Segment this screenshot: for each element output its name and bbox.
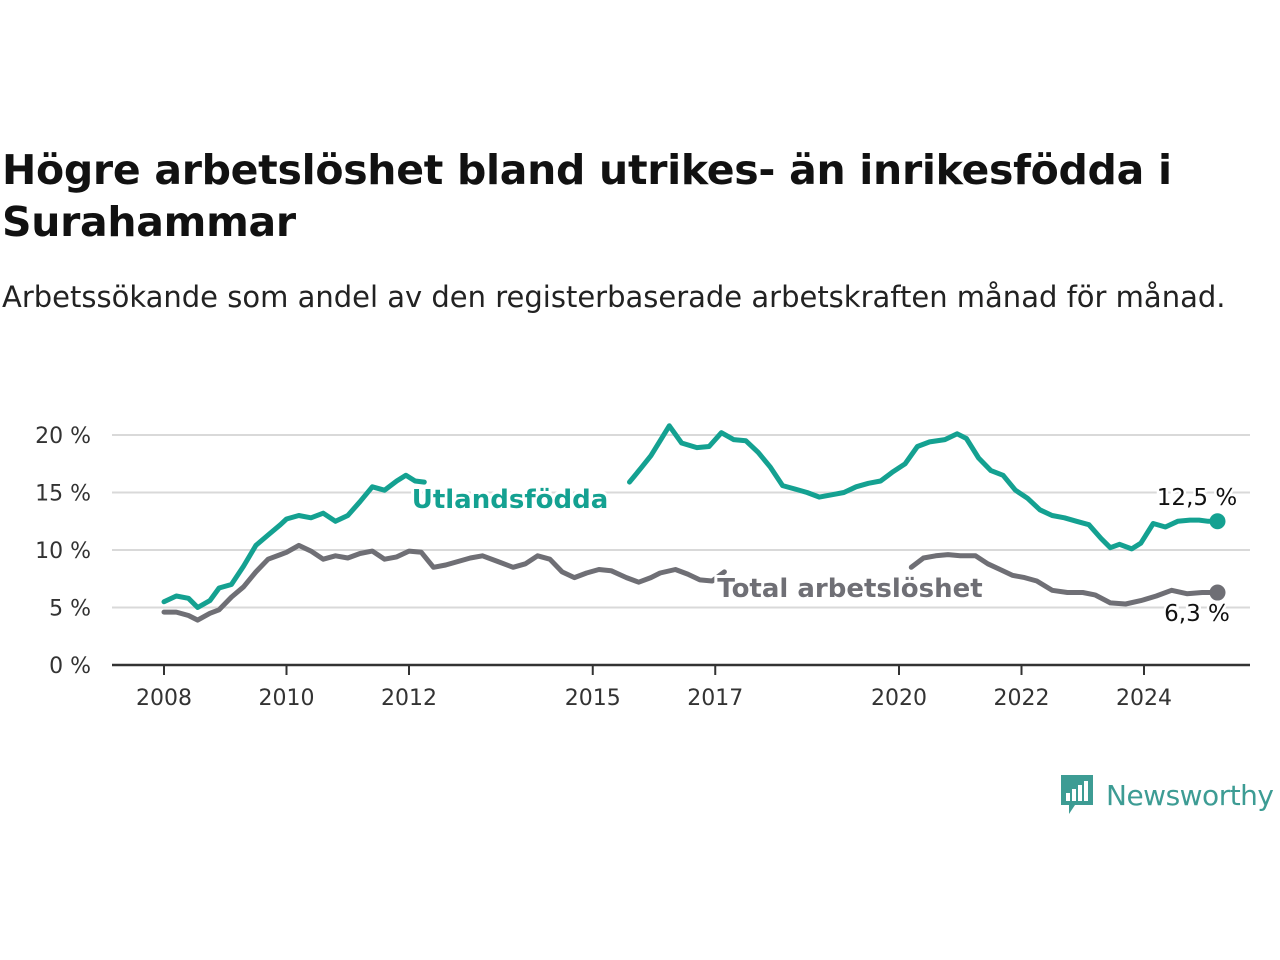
- series-lines: [161, 423, 1226, 623]
- y-tick-label: 0 %: [49, 654, 91, 679]
- y-tick-label: 5 %: [49, 597, 91, 622]
- chart-subtitle: Arbetssökande som andel av den registerb…: [2, 280, 1226, 314]
- series-line: [161, 472, 427, 610]
- newsworthy-chart-logo-icon: [1061, 775, 1093, 814]
- series-name-label: Utlandsfödda: [412, 485, 609, 515]
- series-end-marker: [1209, 584, 1226, 601]
- x-tick-label: 2020: [871, 686, 927, 711]
- series-line: [908, 552, 1220, 607]
- y-tick-label: 15 %: [35, 482, 91, 507]
- brand-logo: Newsworthy: [1058, 772, 1274, 818]
- brand-name: Newsworthy: [1106, 778, 1274, 812]
- x-axis: 2008 2010 2012 2015 2017 2020 2022 2024: [112, 663, 1250, 711]
- x-tick-label: 2010: [259, 686, 315, 711]
- x-tick-label: 2022: [994, 686, 1050, 711]
- series-labels: Utlandsfödda Total arbetslöshet 12,5 % 6,3 …: [409, 482, 1240, 630]
- series-end-marker: [1209, 513, 1226, 530]
- y-tick-label: 20 %: [35, 424, 91, 449]
- chart-title: Högre arbetslöshet bland utrikes- än inr…: [2, 146, 1172, 246]
- series-end-value-label: 12,5 %: [1157, 485, 1237, 511]
- series-end-value-label: 6,3 %: [1164, 601, 1230, 627]
- y-tick-label: 10 %: [35, 539, 91, 564]
- x-tick-label: 2012: [381, 686, 437, 711]
- x-tick-label: 2024: [1116, 686, 1172, 711]
- series-name-label: Total arbetslöshet: [717, 574, 982, 604]
- x-tick-label: 2015: [565, 686, 621, 711]
- y-axis-ticks: 0 % 5 % 10 % 15 % 20 %: [35, 424, 91, 679]
- series-line: [161, 542, 727, 623]
- x-tick-label: 2008: [136, 686, 192, 711]
- x-tick-label: 2017: [687, 686, 743, 711]
- series-line: [627, 423, 1220, 552]
- gridlines: [112, 434, 1250, 609]
